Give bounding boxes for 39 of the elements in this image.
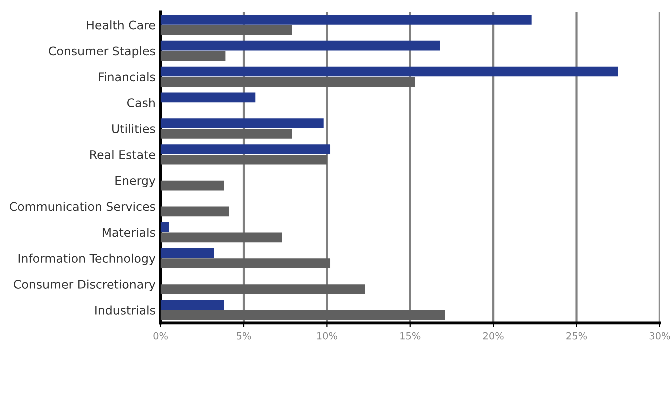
y-tick-label: Industrials xyxy=(96,306,156,315)
y-tick-label: Communication Services xyxy=(10,202,156,212)
y-tick-label: Health Care xyxy=(87,20,156,30)
bar xyxy=(160,206,230,217)
bar xyxy=(160,25,292,36)
bar xyxy=(160,14,532,25)
y-tick-label: Financials xyxy=(99,72,156,82)
x-tick-label: 10% xyxy=(317,332,338,340)
bar xyxy=(160,154,328,165)
x-tick-label: 0% xyxy=(154,332,168,340)
bar xyxy=(160,144,331,154)
bar xyxy=(160,248,214,258)
bar xyxy=(160,258,331,268)
y-tick-label: Cash xyxy=(127,98,155,108)
bar xyxy=(160,92,256,103)
x-tick-label: 30% xyxy=(650,332,670,340)
y-tick-label: Real Estate xyxy=(90,150,156,160)
bar xyxy=(160,66,618,77)
bar xyxy=(160,129,292,139)
bar xyxy=(160,40,440,51)
bar xyxy=(160,310,446,320)
bar xyxy=(160,118,324,129)
y-tick-label: Consumer Staples xyxy=(49,46,156,58)
bar xyxy=(160,77,416,88)
bar xyxy=(160,232,282,243)
y-tick-label: Information Technology xyxy=(18,254,156,266)
y-tick-label: Utilities xyxy=(112,124,156,134)
bar xyxy=(160,222,170,232)
x-tick-label: 25% xyxy=(566,332,588,340)
x-tick-label: 5% xyxy=(237,332,252,340)
x-tick-label: 20% xyxy=(483,332,504,340)
bar xyxy=(160,180,224,191)
y-tick-label: Consumer Discretionary xyxy=(14,280,156,292)
bar xyxy=(160,284,366,294)
y-tick-label: Materials xyxy=(102,228,156,238)
bar xyxy=(160,300,224,310)
x-tick-label: 15% xyxy=(400,332,421,340)
bar xyxy=(160,51,226,62)
y-tick-label: Energy xyxy=(116,176,156,188)
